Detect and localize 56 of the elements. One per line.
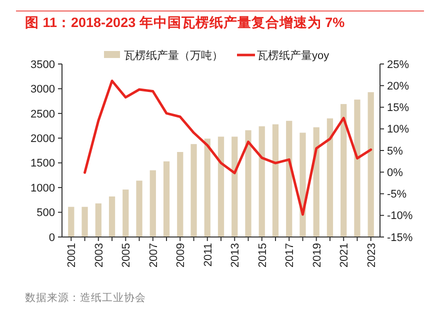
y-tick-label: 2500 [30,108,55,120]
bar [218,136,224,237]
y2-tick-label: 0% [387,166,404,179]
x-tick-label: 2005 [120,243,133,268]
chart-title: 图 11：2018-2023 年中国瓦楞纸产量复合增速为 7% [25,14,345,30]
bar [245,130,252,237]
bar [150,170,156,237]
bar [95,203,102,237]
bar [368,92,374,237]
x-tick-label: 2007 [148,243,160,268]
source-note: 数据来源：造纸工业协会 [25,291,146,304]
bar [108,196,116,237]
x-tick-label: 2013 [230,243,242,268]
y2-tick-label: 20% [387,80,410,92]
bar [136,180,142,237]
x-tick-label: 2011 [202,243,214,267]
bar [232,136,238,237]
legend-label: 瓦楞纸产量（万吨） [124,48,223,62]
bar [177,152,184,237]
bar [313,127,320,237]
y-tick-label: 2000 [30,132,55,145]
x-tick-label: 2021 [338,243,351,268]
y2-tick-label: 10% [387,124,410,136]
bar [122,190,129,237]
x-tick-label: 2023 [366,243,378,268]
y-tick-label: 1500 [30,158,55,170]
x-tick-label: 2019 [311,243,324,268]
line-series [84,80,372,216]
legend-label: 瓦楞纸产量yoy [257,48,330,62]
x-tick-label: 2001 [66,243,78,268]
bar [326,118,334,237]
y-tick-label: 0 [48,232,55,244]
x-tick-label: 2017 [284,243,296,268]
y-tick-label: 500 [36,207,55,220]
bar [163,161,170,237]
bar [82,206,88,237]
x-tick-label: 2015 [256,243,269,268]
bar [68,206,74,237]
bar [258,126,265,237]
bar [354,100,360,237]
y2-tick-label: -15% [387,232,413,244]
y-tick-label: 1000 [30,182,55,194]
bar [204,138,210,237]
x-tick-label: 2003 [93,243,106,268]
x-tick-label: 2009 [175,243,188,268]
y-tick-label: 3500 [30,58,55,71]
y-tick-label: 3000 [30,84,55,96]
y2-tick-label: -10% [387,210,413,222]
y2-tick-label: 5% [387,145,404,158]
y2-tick-label: 25% [387,58,410,71]
bar [340,104,347,237]
bar [190,144,197,237]
bar [286,120,292,237]
bar [272,124,279,237]
y2-tick-label: 15% [387,102,410,114]
y2-tick-label: -5% [387,188,407,201]
